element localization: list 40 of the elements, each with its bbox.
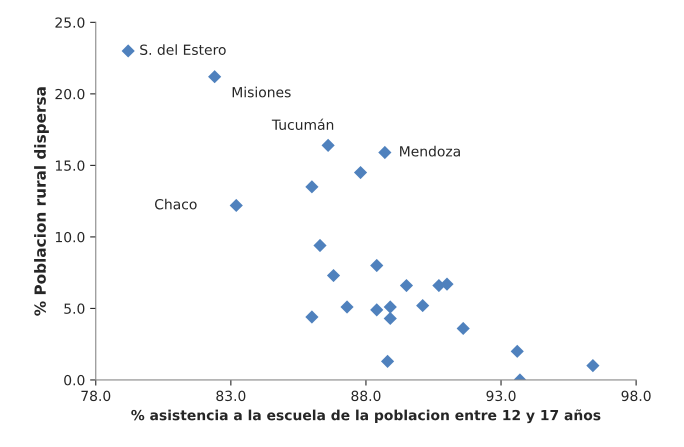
y-tick-label: 5.0	[64, 303, 84, 314]
x-tick-label: 88.0	[351, 390, 380, 402]
point	[380, 354, 394, 368]
point	[322, 138, 335, 152]
x-tick-label: 98.0	[622, 390, 651, 402]
point	[305, 180, 318, 194]
point	[416, 298, 430, 312]
point	[456, 322, 470, 336]
point	[340, 300, 354, 314]
point	[378, 146, 392, 160]
point	[208, 70, 222, 84]
point	[400, 278, 414, 292]
annotation: S. del Estero	[140, 44, 226, 55]
point	[384, 312, 397, 326]
point	[510, 344, 524, 358]
y-axis-title: % Poblacion rural dispersa	[34, 87, 49, 316]
y-tick-label: 0.0	[64, 374, 84, 386]
point	[370, 258, 384, 272]
point	[326, 268, 340, 282]
x-axis-title: % asistencia a la escuela de la poblacion entre 12 y 17 años	[131, 409, 600, 424]
y-tick-label: 15.0	[56, 160, 84, 171]
annotation: Mendoza	[400, 146, 460, 157]
point	[354, 166, 368, 180]
y-tick-label: 25.0	[55, 17, 84, 28]
point	[122, 44, 135, 58]
x-tick-label: 83.0	[216, 390, 246, 402]
point	[440, 278, 454, 291]
point	[586, 359, 600, 372]
annotation: Misiones	[232, 86, 291, 98]
point	[370, 303, 384, 316]
point	[384, 300, 397, 314]
point	[230, 198, 243, 212]
y-tick-label: 20.0	[55, 88, 84, 100]
annotation: Chaco	[154, 198, 197, 210]
x-tick-label: 93.0	[486, 390, 516, 402]
x-tick-label: 78.0	[81, 390, 110, 402]
point	[305, 310, 318, 324]
y-tick-label: 10.0	[56, 232, 84, 242]
point	[313, 238, 327, 252]
annotation: Tucumán	[272, 118, 334, 130]
